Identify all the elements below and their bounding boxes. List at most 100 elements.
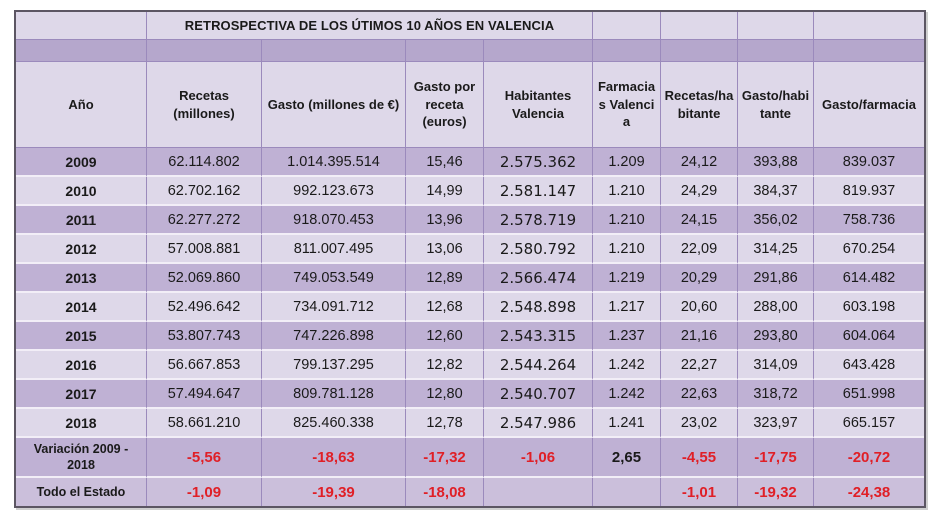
value-cell: 22,09: [661, 235, 738, 264]
value-cell: 2.548.898: [484, 293, 593, 322]
value-cell: 24,12: [661, 148, 738, 177]
summary-value-cell: -1,01: [661, 478, 738, 506]
table-row: 2010 62.702.162 992.123.673 14,99 2.581.147 1…: [16, 177, 924, 206]
value-cell: 20,29: [661, 264, 738, 293]
summary-value-cell: 2,65: [593, 438, 661, 478]
value-cell: 314,25: [738, 235, 814, 264]
value-cell: 2.547.986: [484, 409, 593, 438]
value-cell: 58.661.210: [147, 409, 262, 438]
summary-value-cell: -19,32: [738, 478, 814, 506]
value-cell: 314,09: [738, 351, 814, 380]
table-row: 2018 58.661.210 825.460.338 12,78 2.547.986 1…: [16, 409, 924, 438]
value-cell: 56.667.853: [147, 351, 262, 380]
title-row: RETROSPECTIVA DE LOS ÚTIMOS 10 AÑOS EN V…: [16, 12, 924, 40]
band-cell: [484, 40, 593, 62]
value-cell: 811.007.495: [262, 235, 406, 264]
value-cell: 12,89: [406, 264, 484, 293]
value-cell: 2.575.362: [484, 148, 593, 177]
value-cell: 57.494.647: [147, 380, 262, 409]
value-cell: 670.254: [814, 235, 924, 264]
value-cell: 1.210: [593, 177, 661, 206]
column-header-recetas-habitante: Recetas/habitante: [661, 62, 738, 148]
summary-value-cell: -20,72: [814, 438, 924, 478]
value-cell: 643.428: [814, 351, 924, 380]
value-cell: 747.226.898: [262, 322, 406, 351]
column-header-gasto-por-receta: Gasto por receta (euros): [406, 62, 484, 148]
value-cell: 819.937: [814, 177, 924, 206]
value-cell: 20,60: [661, 293, 738, 322]
year-cell: 2013: [16, 264, 147, 293]
value-cell: 53.807.743: [147, 322, 262, 351]
value-cell: 384,37: [738, 177, 814, 206]
band-cell: [262, 40, 406, 62]
table-row: 2016 56.667.853 799.137.295 12,82 2.544.264 1…: [16, 351, 924, 380]
value-cell: 1.014.395.514: [262, 148, 406, 177]
summary-value-cell: -18,63: [262, 438, 406, 478]
year-cell: 2010: [16, 177, 147, 206]
year-cell: 2016: [16, 351, 147, 380]
value-cell: 12,82: [406, 351, 484, 380]
value-cell: 1.210: [593, 235, 661, 264]
value-cell: 12,80: [406, 380, 484, 409]
summary-value-cell: -1,06: [484, 438, 593, 478]
table-row: 2013 52.069.860 749.053.549 12,89 2.566.474 1…: [16, 264, 924, 293]
data-table: RETROSPECTIVA DE LOS ÚTIMOS 10 AÑOS EN V…: [14, 10, 926, 508]
value-cell: 22,27: [661, 351, 738, 380]
band-cell: [147, 40, 262, 62]
table-row: 2014 52.496.642 734.091.712 12,68 2.548.898 1…: [16, 293, 924, 322]
value-cell: 651.998: [814, 380, 924, 409]
summary-value-cell: -1,09: [147, 478, 262, 506]
value-cell: 2.543.315: [484, 322, 593, 351]
summary-value-cell: -5,56: [147, 438, 262, 478]
value-cell: 23,02: [661, 409, 738, 438]
value-cell: 2.580.792: [484, 235, 593, 264]
column-header-gasto-farmacia: Gasto/farmacia: [814, 62, 924, 148]
value-cell: 1.209: [593, 148, 661, 177]
band-cell: [738, 40, 814, 62]
value-cell: 62.114.802: [147, 148, 262, 177]
table-row: 2017 57.494.647 809.781.128 12,80 2.540.707 1…: [16, 380, 924, 409]
value-cell: 918.070.453: [262, 206, 406, 235]
value-cell: 52.069.860: [147, 264, 262, 293]
band-cell: [593, 40, 661, 62]
empty-cell: [814, 12, 924, 40]
value-cell: 825.460.338: [262, 409, 406, 438]
column-header-farmacias: Farmacias Valencia: [593, 62, 661, 148]
column-header-ano: Año: [16, 62, 147, 148]
value-cell: 2.578.719: [484, 206, 593, 235]
value-cell: 21,16: [661, 322, 738, 351]
value-cell: 13,96: [406, 206, 484, 235]
summary-row: Todo el Estado -1,09 -19,39 -18,08 -1,01 -19,…: [16, 478, 924, 506]
value-cell: 14,99: [406, 177, 484, 206]
value-cell: 734.091.712: [262, 293, 406, 322]
band-cell: [814, 40, 924, 62]
header-row: Año Recetas (millones) Gasto (millones d…: [16, 62, 924, 148]
summary-row: Variación 2009 - 2018 -5,56 -18,63 -17,32 -1…: [16, 438, 924, 478]
value-cell: 393,88: [738, 148, 814, 177]
column-header-recetas: Recetas (millones): [147, 62, 262, 148]
value-cell: 1.237: [593, 322, 661, 351]
corner-cell: [16, 12, 147, 40]
band-cell: [661, 40, 738, 62]
value-cell: 318,72: [738, 380, 814, 409]
table-row: 2012 57.008.881 811.007.495 13,06 2.580.792 1…: [16, 235, 924, 264]
value-cell: 24,29: [661, 177, 738, 206]
empty-cell: [738, 12, 814, 40]
band-cell: [406, 40, 484, 62]
year-cell: 2014: [16, 293, 147, 322]
year-cell: 2017: [16, 380, 147, 409]
table-row: 2015 53.807.743 747.226.898 12,60 2.543.315 1…: [16, 322, 924, 351]
value-cell: 12,78: [406, 409, 484, 438]
value-cell: 665.157: [814, 409, 924, 438]
value-cell: 2.544.264: [484, 351, 593, 380]
value-cell: 323,97: [738, 409, 814, 438]
value-cell: 24,15: [661, 206, 738, 235]
year-cell: 2011: [16, 206, 147, 235]
value-cell: 13,06: [406, 235, 484, 264]
value-cell: 291,86: [738, 264, 814, 293]
column-header-habitantes: Habitantes Valencia: [484, 62, 593, 148]
empty-cell: [661, 12, 738, 40]
band-cell: [16, 40, 147, 62]
summary-value-cell: [593, 478, 661, 506]
value-cell: 1.219: [593, 264, 661, 293]
